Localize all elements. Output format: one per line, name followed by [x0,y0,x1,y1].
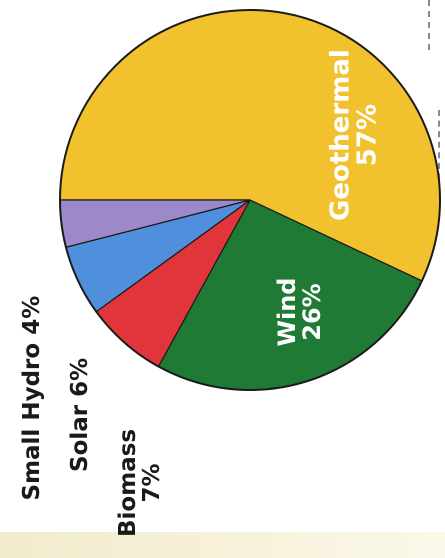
slice-label-geothermal: Geothermal 57% [325,49,383,221]
bottom-band [0,532,445,558]
slice-label-small-hydro-text: Small Hydro 4% [19,295,45,501]
slice-label-biomass-name: Biomass [115,428,141,537]
dashed-guide-top [428,0,430,50]
slice-label-solar: Solar 6% [67,357,93,472]
slice-label-wind-name: Wind [273,277,301,347]
pie-outline [59,9,441,391]
slice-label-solar-name: Solar [67,404,93,472]
slice-label-biomass: Biomass 7% [115,428,166,537]
dashed-guide-right [438,110,440,190]
slice-label-wind: Wind 26% [273,277,327,347]
slice-label-geothermal-value: 57% [352,104,383,167]
slice-label-geothermal-name: Geothermal [325,49,356,221]
slice-label-small-hydro: Small Hydro 4% [19,295,45,501]
slice-label-wind-value: 26% [298,283,327,341]
slice-label-solar-value: 6% [67,357,93,397]
slice-label-solar-text: Solar 6% [67,357,93,472]
slice-label-small-hydro-name: Small Hydro [19,342,45,501]
slice-label-small-hydro-value: 4% [19,295,45,335]
slice-label-biomass-value: 7% [139,463,166,503]
